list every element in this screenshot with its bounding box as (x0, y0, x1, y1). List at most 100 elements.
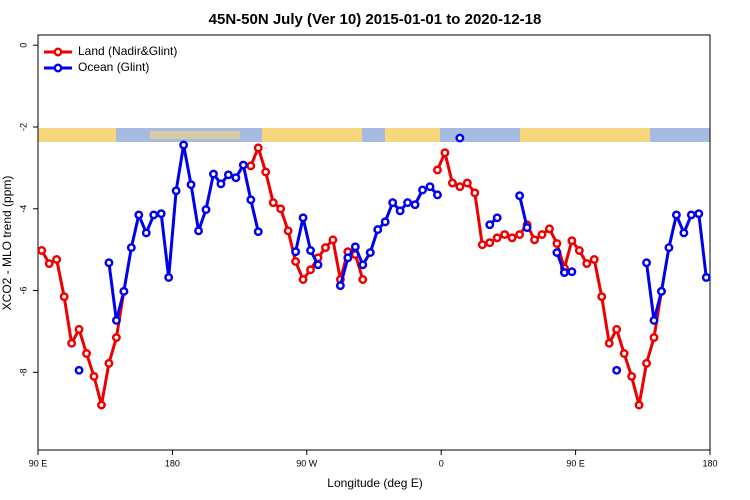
point (627, 371, 637, 381)
point (365, 248, 375, 257)
point (574, 246, 584, 255)
point (141, 228, 151, 238)
point (298, 275, 308, 284)
x-tick-label: 90 W (296, 458, 318, 468)
point (545, 224, 554, 234)
point (701, 273, 711, 282)
point (268, 198, 278, 208)
point (567, 267, 577, 277)
legend-marker (53, 47, 63, 57)
point (261, 167, 271, 177)
point (589, 255, 599, 264)
point (634, 400, 644, 410)
y-tick-label: -6 (18, 287, 28, 295)
y-tick-label: -8 (18, 368, 28, 376)
x-tick-label: 90 E (566, 458, 585, 468)
point (433, 190, 442, 200)
point (470, 188, 480, 198)
point (567, 236, 577, 246)
point (321, 243, 330, 253)
y-tick-label: -2 (18, 123, 28, 131)
point (74, 365, 84, 375)
series-line (40, 146, 663, 407)
point (395, 206, 405, 216)
point (485, 220, 495, 230)
legend-label: Land (Nadir&Glint) (78, 44, 177, 58)
point (649, 333, 659, 343)
point (350, 242, 360, 252)
point (597, 292, 607, 302)
point (619, 349, 629, 358)
point (403, 198, 413, 208)
point (179, 140, 189, 150)
point (171, 186, 181, 196)
y-tick-label: -4 (18, 205, 28, 213)
point (492, 213, 502, 223)
point (515, 230, 525, 239)
point (477, 240, 487, 250)
point (156, 209, 166, 219)
point (306, 265, 315, 275)
point (231, 173, 241, 183)
point (358, 275, 368, 284)
point (515, 191, 525, 201)
point (119, 286, 129, 296)
point (276, 204, 286, 214)
point (111, 315, 121, 325)
point (679, 228, 689, 238)
point (604, 338, 614, 348)
point (425, 182, 435, 192)
point (522, 223, 532, 233)
point (649, 315, 659, 325)
point (455, 133, 465, 143)
point (612, 324, 622, 334)
point (283, 226, 293, 236)
point (343, 253, 353, 263)
point (89, 371, 99, 381)
point (37, 246, 47, 255)
point (164, 273, 174, 282)
legend-marker (53, 63, 63, 73)
point (186, 180, 196, 190)
point (201, 205, 211, 215)
point (291, 247, 301, 257)
point (223, 170, 233, 180)
x-tick-label: 90 E (29, 458, 48, 468)
plot-frame (37, 34, 711, 451)
point (612, 365, 622, 375)
point (642, 358, 651, 368)
point (194, 226, 203, 236)
legend-label: Ocean (Glint) (78, 60, 149, 74)
point (671, 210, 681, 220)
point (380, 217, 390, 227)
y-tick-label: 0 (18, 43, 28, 48)
point (388, 198, 398, 208)
point (52, 255, 62, 264)
point (44, 259, 54, 269)
point (358, 260, 368, 270)
point (507, 233, 517, 243)
point (291, 257, 301, 266)
point (238, 160, 248, 170)
point (149, 210, 159, 220)
point (126, 243, 136, 253)
point (537, 230, 547, 239)
point (335, 281, 345, 291)
point (642, 258, 651, 268)
point (552, 248, 562, 257)
point (418, 185, 427, 195)
point (74, 324, 84, 334)
point (500, 230, 510, 239)
point (104, 258, 114, 268)
point (657, 286, 666, 296)
point (492, 233, 502, 243)
x-tick-label: 0 (439, 458, 444, 468)
point (246, 195, 256, 205)
surface-strip (38, 128, 710, 142)
point (485, 238, 495, 248)
point (216, 179, 226, 189)
point (694, 209, 704, 219)
point (530, 235, 539, 245)
point (298, 213, 308, 223)
